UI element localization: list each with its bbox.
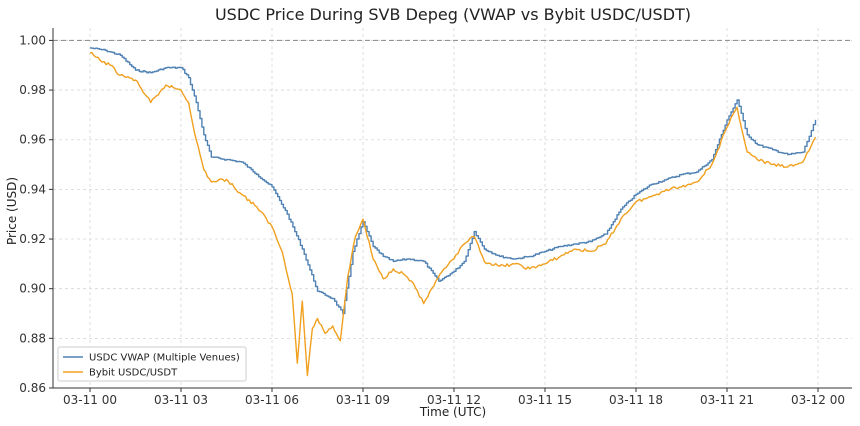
y-tick-label: 0.90 (19, 282, 46, 296)
x-tick-label: 03-11 15 (518, 393, 572, 407)
chart-title: USDC Price During SVB Depeg (VWAP vs Byb… (215, 5, 691, 24)
y-tick-label: 0.94 (19, 182, 46, 196)
y-tick-label: 0.98 (19, 83, 46, 97)
x-tick-label: 03-11 00 (63, 393, 117, 407)
legend-entry: USDC VWAP (Multiple Venues) (89, 353, 240, 364)
legend: USDC VWAP (Multiple Venues) Bybit USDC/US… (57, 346, 247, 382)
y-tick-label: 0.86 (19, 381, 46, 395)
axes: 03-11 00 03-11 03 03-11 06 03-11 09 03-11 12… (19, 28, 852, 407)
legend-box (57, 346, 247, 382)
y-tick-label: 1.00 (19, 33, 46, 47)
series-line-bybit (89, 52, 817, 377)
legend-entry: Bybit USDC/USDT (89, 368, 178, 379)
y-axis-label: Price (USD) (5, 177, 19, 245)
x-axis-label: Time (UTC) (419, 405, 486, 419)
x-tick-label: 03-11 18 (609, 393, 663, 407)
x-tick-label: 03-12 00 (791, 393, 845, 407)
x-tick-label: 03-11 03 (154, 393, 208, 407)
x-tick-label: 03-11 09 (336, 393, 390, 407)
x-tick-label: 03-11 21 (700, 393, 754, 407)
series-line-vwap (90, 47, 817, 315)
y-tick-label: 0.96 (19, 133, 46, 147)
x-tick-label: 03-11 06 (245, 393, 299, 407)
grid (53, 28, 852, 389)
series-group (89, 47, 817, 377)
y-tick-label: 0.88 (19, 331, 46, 345)
y-tick-label: 0.92 (19, 232, 46, 246)
x-tick-label: 03-11 12 (427, 393, 481, 407)
